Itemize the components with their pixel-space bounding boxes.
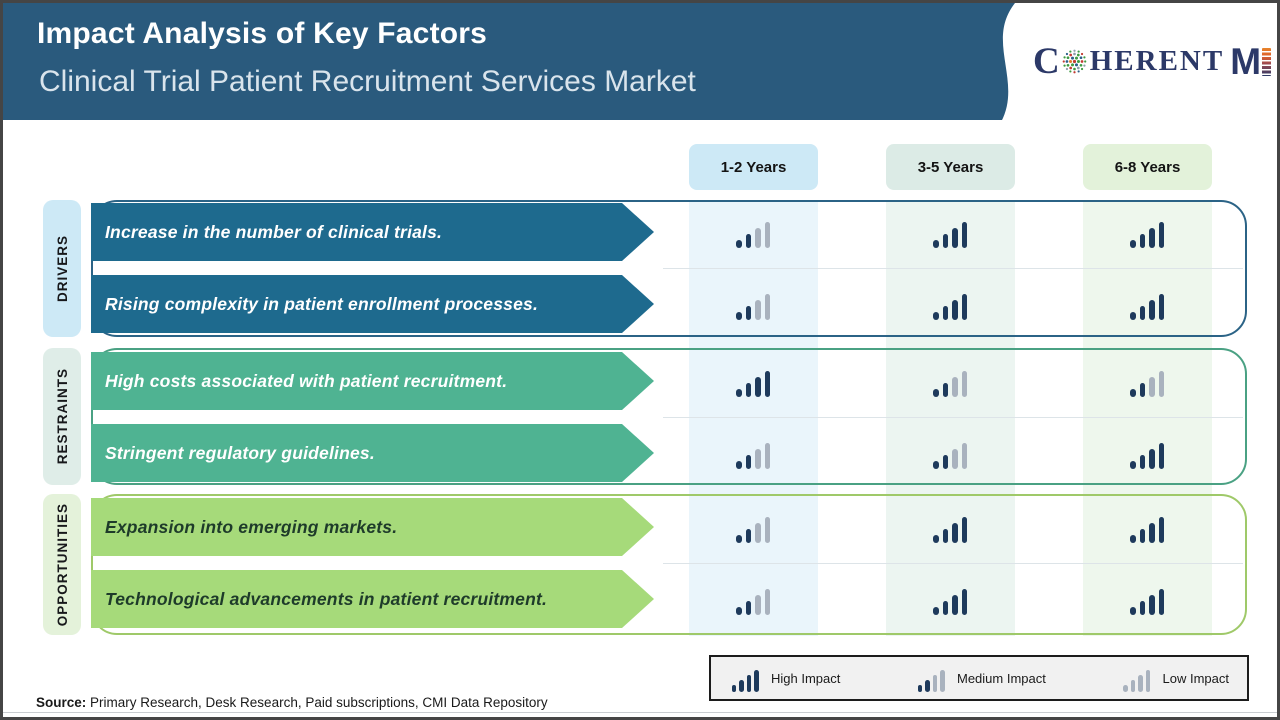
page-subtitle: Clinical Trial Patient Recruitment Servi…: [39, 65, 696, 98]
impact-legend: High Impact Medium Impact Low Impact: [709, 655, 1249, 701]
impact-bars-icon: [926, 511, 974, 543]
logo-letters-herent: HERENT: [1089, 45, 1225, 77]
logo-area: C HERENT M: [981, 3, 1277, 122]
coherentmi-logo: C HERENT M: [1033, 43, 1271, 80]
medium-impact-bars-icon: [911, 664, 951, 692]
drivers-group-frame: [91, 200, 1247, 337]
restraints-group-frame: [91, 348, 1247, 485]
high-impact-bars-icon: [725, 664, 765, 692]
impact-bars-icon: [926, 583, 974, 615]
impact-bars-icon: [1123, 365, 1171, 397]
impact-bars-icon: [926, 288, 974, 320]
impact-bars-icon: [729, 365, 777, 397]
section-label-opportunities: OPPORTUNITIES: [43, 494, 81, 635]
low-impact-bars-icon: [1117, 664, 1157, 692]
impact-bars-icon: [729, 437, 777, 469]
drivers-row-divider: [663, 268, 1243, 269]
opportunities-group-frame: [91, 494, 1247, 635]
legend-item-low: Low Impact: [1117, 664, 1229, 692]
logo-letter-c: C: [1033, 41, 1060, 82]
impact-bars-icon: [729, 583, 777, 615]
driver-row-1-arrow: Increase in the number of clinical trial…: [91, 203, 654, 261]
source-text: Primary Research, Desk Research, Paid su…: [86, 695, 548, 710]
dotted-globe-icon: [1061, 48, 1088, 75]
impact-bars-icon: [1123, 216, 1171, 248]
logo-i-bar: [1262, 48, 1271, 76]
opportunity-row-1-arrow: Expansion into emerging markets.: [91, 498, 654, 556]
section-label-drivers: DRIVERS: [43, 200, 81, 337]
column-header-1-2-years: 1-2 Years: [689, 144, 818, 190]
section-label-restraints: RESTRAINTS: [43, 348, 81, 485]
legend-item-medium: Medium Impact: [911, 664, 1046, 692]
impact-bars-icon: [729, 288, 777, 320]
source-note: Source: Primary Research, Desk Research,…: [36, 695, 548, 710]
logo-letter-m: M: [1230, 41, 1261, 82]
page-title: Impact Analysis of Key Factors: [37, 17, 488, 50]
impact-bars-icon: [729, 511, 777, 543]
source-label: Source:: [36, 695, 87, 710]
impact-bars-icon: [926, 437, 974, 469]
opportunity-row-2-arrow: Technological advancements in patient re…: [91, 570, 654, 628]
column-header-3-5-years: 3-5 Years: [886, 144, 1015, 190]
impact-bars-icon: [1123, 288, 1171, 320]
impact-bars-icon: [729, 216, 777, 248]
restraints-row-divider: [663, 417, 1243, 418]
driver-row-2-arrow: Rising complexity in patient enrollment …: [91, 275, 654, 333]
impact-bars-icon: [926, 365, 974, 397]
impact-bars-icon: [926, 216, 974, 248]
legend-item-high: High Impact: [725, 664, 840, 692]
restraint-row-1-arrow: High costs associated with patient recru…: [91, 352, 654, 410]
restraint-row-2-arrow: Stringent regulatory guidelines.: [91, 424, 654, 482]
impact-bars-icon: [1123, 583, 1171, 615]
impact-bars-icon: [1123, 437, 1171, 469]
impact-bars-icon: [1123, 511, 1171, 543]
footer-divider: [3, 712, 1277, 713]
opportunities-row-divider: [663, 563, 1243, 564]
column-header-6-8-years: 6-8 Years: [1083, 144, 1212, 190]
